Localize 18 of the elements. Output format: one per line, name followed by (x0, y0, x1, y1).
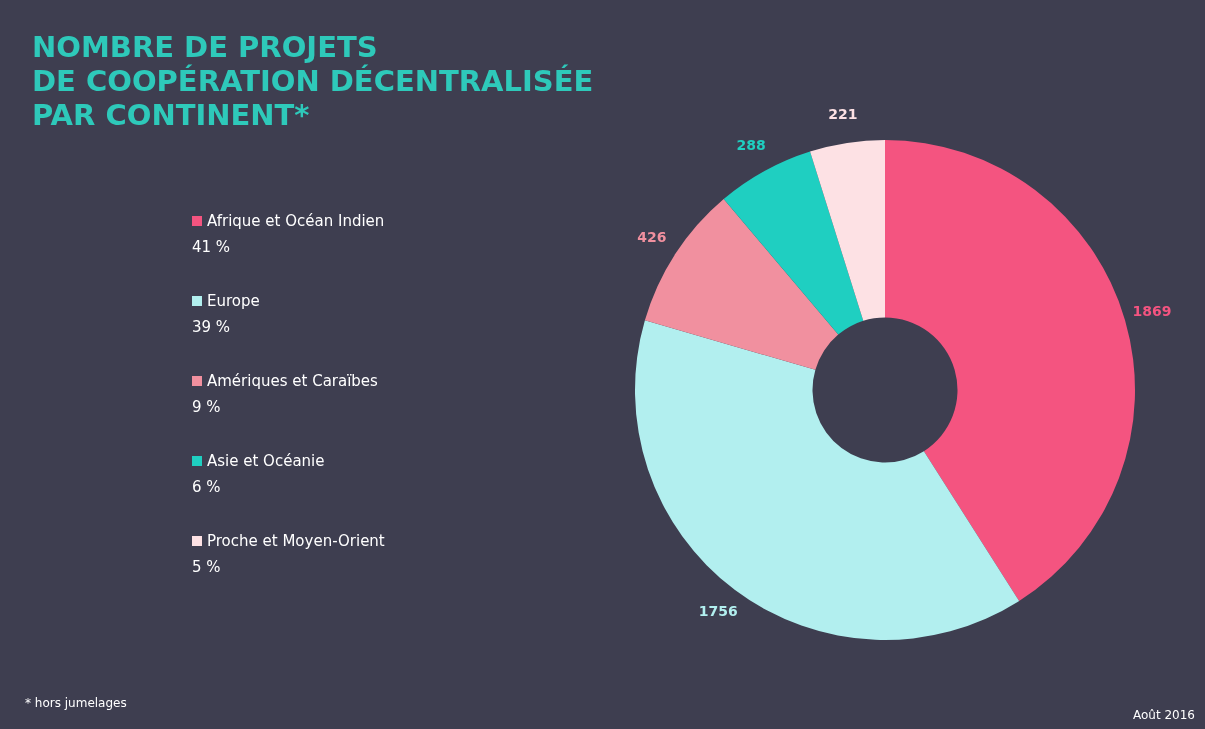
text: * hors jumelages (25, 696, 127, 710)
data-label: 426 (637, 229, 667, 246)
text: 6 % (192, 478, 222, 496)
data-label: 288 (736, 137, 766, 154)
data-label: 221 (828, 105, 858, 122)
data-label: 1756 (698, 603, 738, 620)
text: 5 % (192, 558, 222, 576)
text: 41 % (192, 238, 232, 256)
legend-label: Amériques et Caraïbes (206, 372, 379, 390)
chart-title: NOMBRE DE PROJETS DE COOPÉRATION DÉCENTRALISÉE PAR CONTINENT* (32, 30, 594, 132)
legend-label: Proche et Moyen-Orient (206, 532, 385, 550)
data-label: 1869 (1132, 302, 1172, 319)
text: 39 % (192, 318, 232, 336)
legend-label: Europe (206, 292, 261, 310)
text: Août 2016 (1132, 708, 1195, 722)
legend-label: Afrique et Océan Indien (206, 212, 385, 230)
legend-label: Asie et Océanie (206, 452, 326, 470)
text: 9 % (192, 398, 222, 416)
